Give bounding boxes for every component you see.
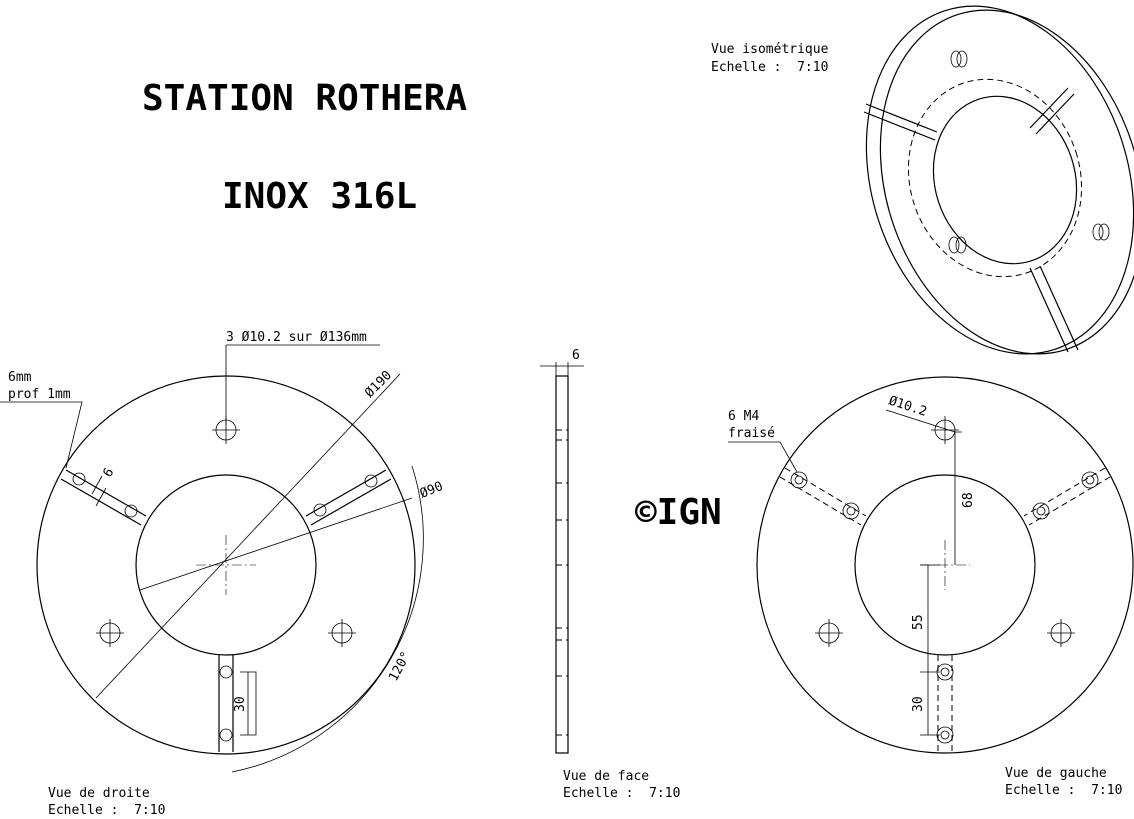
hole-note: 3 Ø10.2 sur Ø136mm	[226, 330, 367, 345]
thickness: 6	[572, 348, 580, 363]
dim-30: 30	[911, 696, 926, 712]
view-label: Vue de droite	[48, 786, 150, 801]
dim-68: 68	[961, 492, 976, 508]
material: INOX 316L	[222, 176, 417, 217]
view-scale: Echelle : 7:10	[563, 786, 680, 801]
screw-note: 6 M4	[728, 409, 759, 424]
view-scale: Echelle : 7:10	[711, 60, 828, 75]
left-view: 6 M4 fraisé Ø10.2 68 55 30 Vue de gauche…	[728, 377, 1133, 798]
screw-type: fraisé	[728, 426, 775, 441]
front-view: 6 Vue de face Echelle : 7:10	[540, 348, 680, 801]
dim-55: 55	[911, 614, 926, 630]
view-label: Vue de face	[563, 769, 649, 784]
slot-depth: prof 1mm	[8, 387, 71, 402]
slot-note: 6mm	[8, 370, 32, 385]
slot-length: 30	[233, 696, 248, 712]
view-scale: Echelle : 7:10	[48, 803, 165, 818]
hole-diameter: Ø10.2	[887, 394, 929, 420]
angle: 120°	[386, 649, 414, 684]
isometric-view: Vue isométrique Echelle : 7:10	[711, 0, 1134, 389]
slot-width: 6	[100, 466, 117, 480]
view-scale: Echelle : 7:10	[1005, 783, 1122, 798]
view-label: Vue isométrique	[711, 42, 829, 57]
view-label: Vue de gauche	[1005, 766, 1107, 781]
right-view: 3 Ø10.2 sur Ø136mm 6mm prof 1mm 6 Ø190 Ø…	[0, 330, 445, 818]
drawing: STATION ROTHERA INOX 316L ©IGN Vue isomé…	[0, 0, 1134, 819]
title: STATION ROTHERA	[142, 78, 467, 119]
copyright: ©IGN	[635, 492, 722, 533]
inner-diameter: Ø90	[418, 479, 445, 502]
